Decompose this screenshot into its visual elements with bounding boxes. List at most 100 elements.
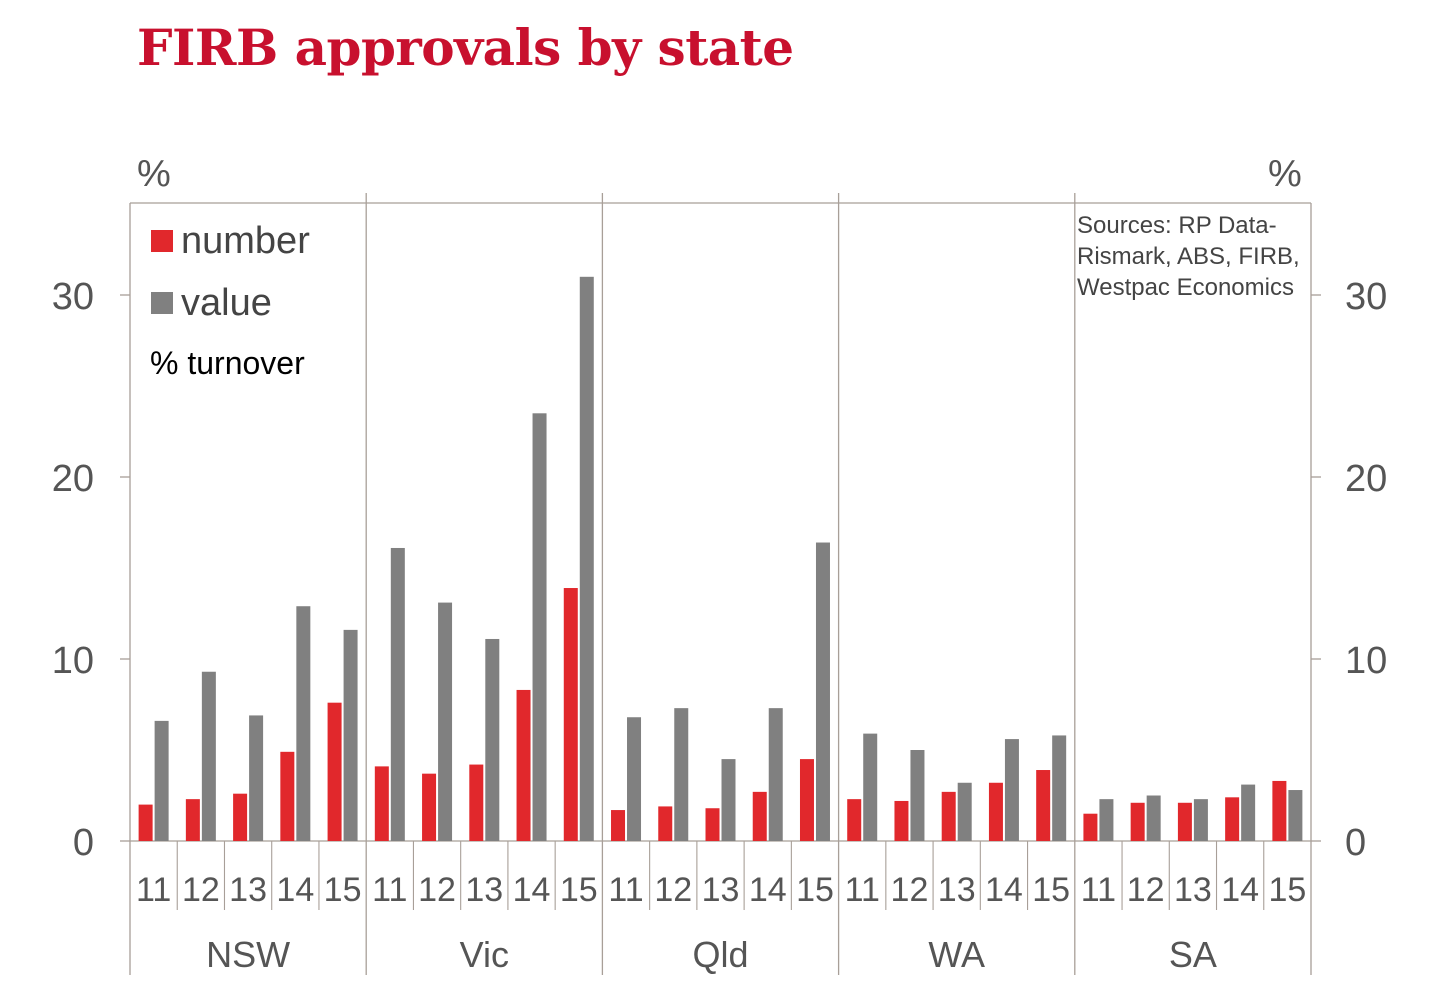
bar-value-WA-14	[1004, 739, 1019, 841]
bar-number-NSW-14	[280, 751, 295, 841]
x-tick-label: 15	[560, 871, 598, 909]
bar-number-Qld-13	[705, 808, 720, 841]
source-line: Sources: RP Data-	[1077, 212, 1277, 239]
bar-number-NSW-13	[233, 793, 248, 841]
x-tick-label: 12	[182, 871, 220, 909]
x-tick-label: 13	[702, 871, 740, 909]
bar-value-WA-11	[863, 733, 878, 841]
bar-number-SA-12	[1130, 802, 1145, 841]
legend-label-value: value	[181, 282, 272, 324]
x-tick-label: 15	[796, 871, 834, 909]
bar-number-SA-11	[1083, 813, 1098, 841]
y-tick-label-right: 0	[1345, 822, 1366, 864]
bar-number-Qld-11	[611, 810, 626, 841]
group-label-NSW: NSW	[206, 934, 290, 975]
bar-value-SA-13	[1193, 799, 1208, 841]
bar-number-WA-11	[847, 799, 862, 841]
bar-number-Vic-15	[563, 588, 578, 841]
source-line: Westpac Economics	[1077, 274, 1294, 301]
y-tick-label-left: 20	[52, 458, 94, 500]
bar-value-NSW-13	[249, 715, 264, 841]
x-tick-label: 13	[465, 871, 503, 909]
y-tick-label-right: 30	[1345, 276, 1387, 318]
bar-number-Vic-11	[374, 766, 389, 841]
y-unit-right: %	[1268, 153, 1302, 195]
x-tick-label: 12	[1127, 871, 1165, 909]
bar-number-Vic-13	[469, 764, 484, 841]
bar-number-SA-15	[1272, 780, 1287, 841]
bar-number-Vic-14	[516, 689, 531, 841]
bar-value-WA-15	[1052, 735, 1067, 841]
bar-value-Qld-12	[674, 708, 689, 841]
bar-number-Qld-15	[799, 759, 814, 841]
x-tick-label: 12	[891, 871, 929, 909]
group-label-Vic: Vic	[460, 934, 509, 975]
x-tick-label: 13	[938, 871, 976, 909]
bar-value-Qld-14	[768, 708, 783, 841]
bar-value-Vic-15	[579, 276, 594, 841]
bar-number-SA-13	[1177, 802, 1192, 841]
bar-value-SA-12	[1146, 795, 1161, 841]
bar-number-NSW-12	[185, 799, 200, 841]
legend-swatch-number	[151, 230, 173, 252]
bar-value-Qld-13	[721, 759, 736, 841]
bar-value-SA-15	[1288, 790, 1303, 841]
x-tick-label: 13	[1174, 871, 1212, 909]
y-tick-label-right: 10	[1345, 640, 1387, 682]
x-tick-label: 14	[1221, 871, 1259, 909]
x-tick-label: 15	[1268, 871, 1306, 909]
bar-value-Vic-11	[390, 547, 405, 841]
x-tick-label: 14	[985, 871, 1023, 909]
x-tick-label: 11	[845, 871, 880, 909]
bar-number-WA-12	[894, 800, 909, 841]
bar-number-Qld-14	[752, 791, 767, 841]
y-tick-label-left: 10	[52, 640, 94, 682]
x-tick-label: 15	[1032, 871, 1070, 909]
x-tick-label: 12	[418, 871, 456, 909]
bar-value-NSW-15	[343, 629, 358, 841]
group-label-SA: SA	[1169, 934, 1217, 975]
bar-value-Vic-13	[485, 638, 500, 841]
bar-value-WA-13	[957, 782, 972, 841]
y-tick-label-left: 30	[52, 276, 94, 318]
bar-value-WA-12	[910, 750, 925, 841]
bar-number-NSW-11	[138, 804, 153, 841]
chart-title: FIRB approvals by state	[137, 18, 794, 77]
bar-number-NSW-15	[327, 702, 342, 841]
bar-value-Vic-12	[438, 602, 453, 841]
x-tick-label: 14	[276, 871, 314, 909]
source-line: Rismark, ABS, FIRB,	[1077, 243, 1300, 270]
legend: number value % turnover	[150, 220, 310, 381]
x-tick-label: 11	[372, 871, 407, 909]
x-tick-label: 14	[749, 871, 787, 909]
x-tick-label: 15	[324, 871, 362, 909]
x-tick-label: 11	[1081, 871, 1116, 909]
x-tick-label: 14	[513, 871, 551, 909]
y-axes: 0 0 10 10 20 20 30 30%%	[52, 153, 1388, 864]
source-note: Sources: RP Data- Rismark, ABS, FIRB, West…	[1077, 212, 1300, 301]
legend-note: % turnover	[150, 345, 305, 381]
bar-number-WA-15	[1036, 770, 1051, 841]
group-label-Qld: Qld	[692, 934, 748, 975]
y-tick-label-right: 20	[1345, 458, 1387, 500]
bar-number-Vic-12	[422, 773, 437, 841]
x-tick-label: 12	[654, 871, 692, 909]
legend-label-number: number	[181, 220, 310, 262]
x-tick-label: 11	[608, 871, 643, 909]
bar-value-SA-11	[1099, 799, 1114, 841]
bar-value-NSW-11	[154, 720, 169, 841]
bars	[138, 276, 1303, 841]
plot-frame	[129, 193, 1312, 975]
x-tick-label: 11	[136, 871, 171, 909]
bar-value-Qld-15	[815, 542, 830, 841]
bar-value-Vic-14	[532, 413, 547, 841]
bar-value-NSW-12	[201, 671, 216, 841]
legend-swatch-value	[151, 292, 173, 314]
y-unit-left: %	[137, 153, 171, 195]
bar-number-SA-14	[1225, 797, 1240, 841]
bar-number-WA-13	[941, 791, 956, 841]
bar-value-NSW-14	[296, 606, 311, 841]
bar-value-Qld-11	[627, 717, 642, 841]
